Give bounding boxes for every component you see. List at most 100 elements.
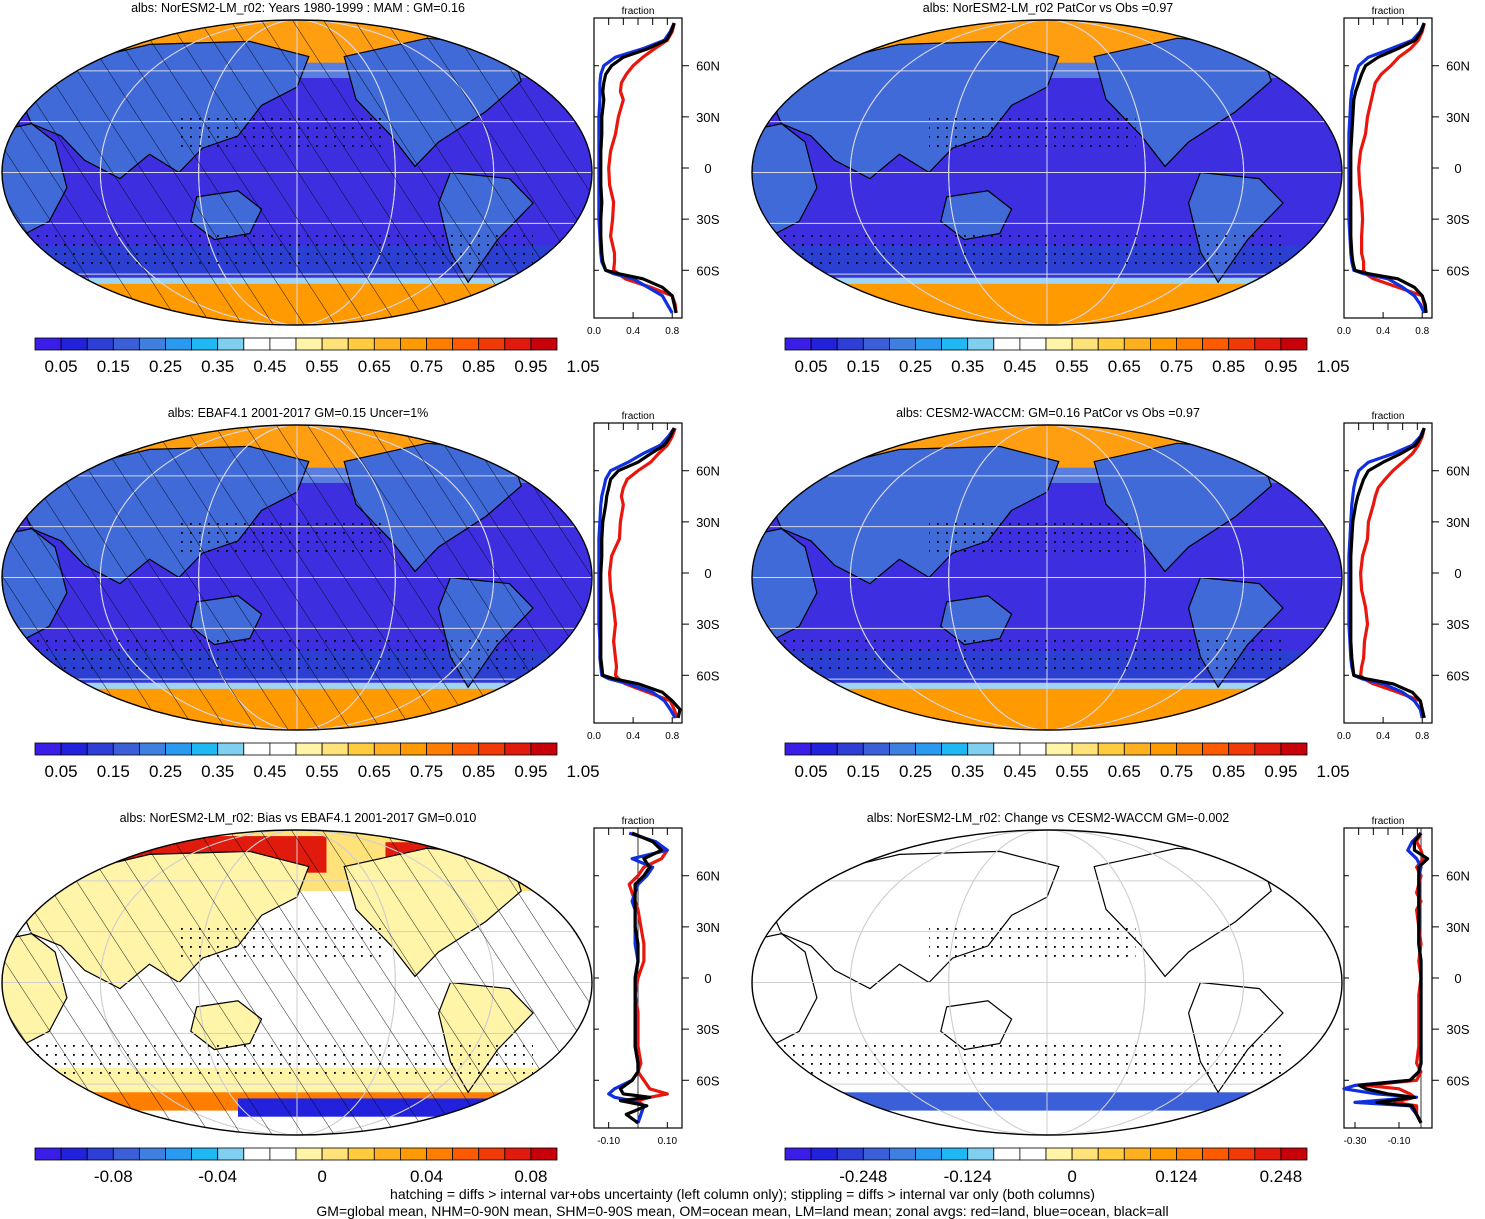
map-1 xyxy=(752,20,1342,325)
colorbar-swatch xyxy=(993,742,1021,756)
zonal-axis-title: fraction xyxy=(1372,816,1405,827)
colorbar-label: 0.35 xyxy=(951,762,984,781)
colorbar-label: 0.08 xyxy=(514,1167,547,1186)
colorbar-swatch xyxy=(810,337,838,351)
lat-tick-label: 0 xyxy=(1454,566,1461,581)
lat-tick-label: 60N xyxy=(1446,59,1470,74)
colorbar-swatch xyxy=(1097,742,1125,756)
colorbar-swatch xyxy=(810,742,838,756)
colorbar-label: 0.35 xyxy=(201,762,234,781)
colorbar-label: 0.75 xyxy=(410,762,443,781)
colorbar-swatch xyxy=(295,1147,323,1161)
colorbar-label: 1.05 xyxy=(1317,357,1350,376)
colorbar-swatch xyxy=(1150,1147,1177,1161)
zonal-axis-title: fraction xyxy=(622,6,655,17)
colorbar-label: 0.25 xyxy=(899,762,932,781)
colorbar-swatch xyxy=(452,742,480,756)
colorbar-label: -0.08 xyxy=(94,1167,133,1186)
stippling-overlay xyxy=(179,111,386,149)
colorbar-swatch xyxy=(321,742,349,756)
panel-1: albs: NorESM2-LM_r02: Years 1980-1999 : … xyxy=(1,1,720,376)
colorbar-swatch xyxy=(941,1147,969,1161)
colorbar-swatch xyxy=(915,742,943,756)
colorbar-label: 0.65 xyxy=(358,357,391,376)
panel-5: albs: NorESM2-LM_r02: Bias vs EBAF4.1 20… xyxy=(1,811,720,1186)
colorbar-label: 0.55 xyxy=(1056,357,1089,376)
colorbar-label: 0.15 xyxy=(847,357,880,376)
zonal-x-tick-label: 0.4 xyxy=(1376,326,1390,337)
map-outline xyxy=(751,19,1343,326)
lat-tick-label: 30S xyxy=(696,212,719,227)
colorbar-label: 0.65 xyxy=(358,762,391,781)
colorbar-swatch xyxy=(1045,742,1073,756)
colorbar-swatch xyxy=(1045,337,1073,351)
colorbar-label: 0.95 xyxy=(514,357,547,376)
colorbar-label: 0.05 xyxy=(45,357,78,376)
lat-tick-label: 30S xyxy=(1446,212,1469,227)
colorbar-label: 1.05 xyxy=(1317,762,1350,781)
lat-tick-label: 0 xyxy=(704,971,711,986)
colorbar-swatch xyxy=(452,1147,480,1161)
stippling-overlay xyxy=(179,516,386,554)
colorbar-swatch xyxy=(941,337,969,351)
colorbar-swatch xyxy=(889,742,916,756)
colorbar-swatch xyxy=(217,1147,245,1161)
colorbar-swatch xyxy=(243,337,271,351)
colorbar-swatch xyxy=(810,1147,838,1161)
colorbar-swatch xyxy=(426,1147,454,1161)
colorbar-swatch xyxy=(862,742,890,756)
zonal-line-all xyxy=(599,22,678,314)
colorbar-swatch xyxy=(784,337,812,351)
colorbar-swatch xyxy=(1123,337,1151,351)
zonal-axis-title: fraction xyxy=(622,411,655,422)
lat-tick-label: 60S xyxy=(696,668,719,683)
colorbar-label: 0.05 xyxy=(795,762,828,781)
zonal-line-ocean xyxy=(597,22,676,314)
colorbar-label: 0.55 xyxy=(1056,762,1089,781)
colorbar-swatch xyxy=(60,742,88,756)
zonal-x-tick-label: 0.4 xyxy=(626,731,640,742)
colorbar-label: 0.65 xyxy=(1108,357,1141,376)
lat-tick-label: 60N xyxy=(696,869,720,884)
colorbar-label: 0.75 xyxy=(1160,357,1193,376)
colorbar-label: 0 xyxy=(317,1167,326,1186)
zonal-x-tick-label: 0.10 xyxy=(658,1136,678,1147)
map-outline xyxy=(1,829,593,1136)
colorbar-label: 0.25 xyxy=(149,357,182,376)
colorbar-swatch xyxy=(1097,337,1125,351)
colorbar-swatch xyxy=(138,742,166,756)
lat-tick-label: 60S xyxy=(1446,263,1469,278)
colorbar-swatch xyxy=(1176,337,1204,351)
zonal-x-tick-label: 0.0 xyxy=(1337,731,1351,742)
colorbar-swatch xyxy=(836,337,864,351)
lat-tick-label: 0 xyxy=(1454,971,1461,986)
stippling-overlay xyxy=(781,233,1283,264)
colorbar-swatch xyxy=(1228,337,1256,351)
colorbar-swatch xyxy=(1019,742,1047,756)
panel-3: albs: EBAF4.1 2001-2017 GM=0.15 Uncer=1%… xyxy=(1,406,720,781)
colorbar-swatch xyxy=(452,337,480,351)
colorbar-label: -0.248 xyxy=(839,1167,887,1186)
colorbar-swatch xyxy=(112,337,140,351)
colorbar-swatch xyxy=(1097,1147,1125,1161)
colorbar-label: 0.85 xyxy=(462,357,495,376)
lat-tick-label: 0 xyxy=(704,566,711,581)
colorbar-swatch xyxy=(530,337,558,351)
zonal-line-all xyxy=(1357,832,1430,1124)
lat-tick-label: 30N xyxy=(696,920,720,935)
colorbar-swatch xyxy=(217,337,245,351)
hatching-overlay xyxy=(2,830,592,1135)
colorbar-swatch xyxy=(836,1147,864,1161)
zonal-x-tick-label: 0.0 xyxy=(587,326,601,337)
map-5 xyxy=(752,830,1342,1135)
lat-tick-label: 60N xyxy=(696,59,720,74)
colorbar-label: 0.45 xyxy=(1003,762,1036,781)
colorbar-swatch xyxy=(191,1147,219,1161)
colorbar-swatch xyxy=(34,742,62,756)
lat-tick-label: 60N xyxy=(1446,464,1470,479)
colorbar-label: 0.04 xyxy=(410,1167,443,1186)
zonal-x-tick-label: 0.8 xyxy=(665,731,679,742)
colorbar-swatch xyxy=(1228,1147,1256,1161)
continent-greenland xyxy=(490,430,552,469)
colorbar-swatch xyxy=(915,337,943,351)
